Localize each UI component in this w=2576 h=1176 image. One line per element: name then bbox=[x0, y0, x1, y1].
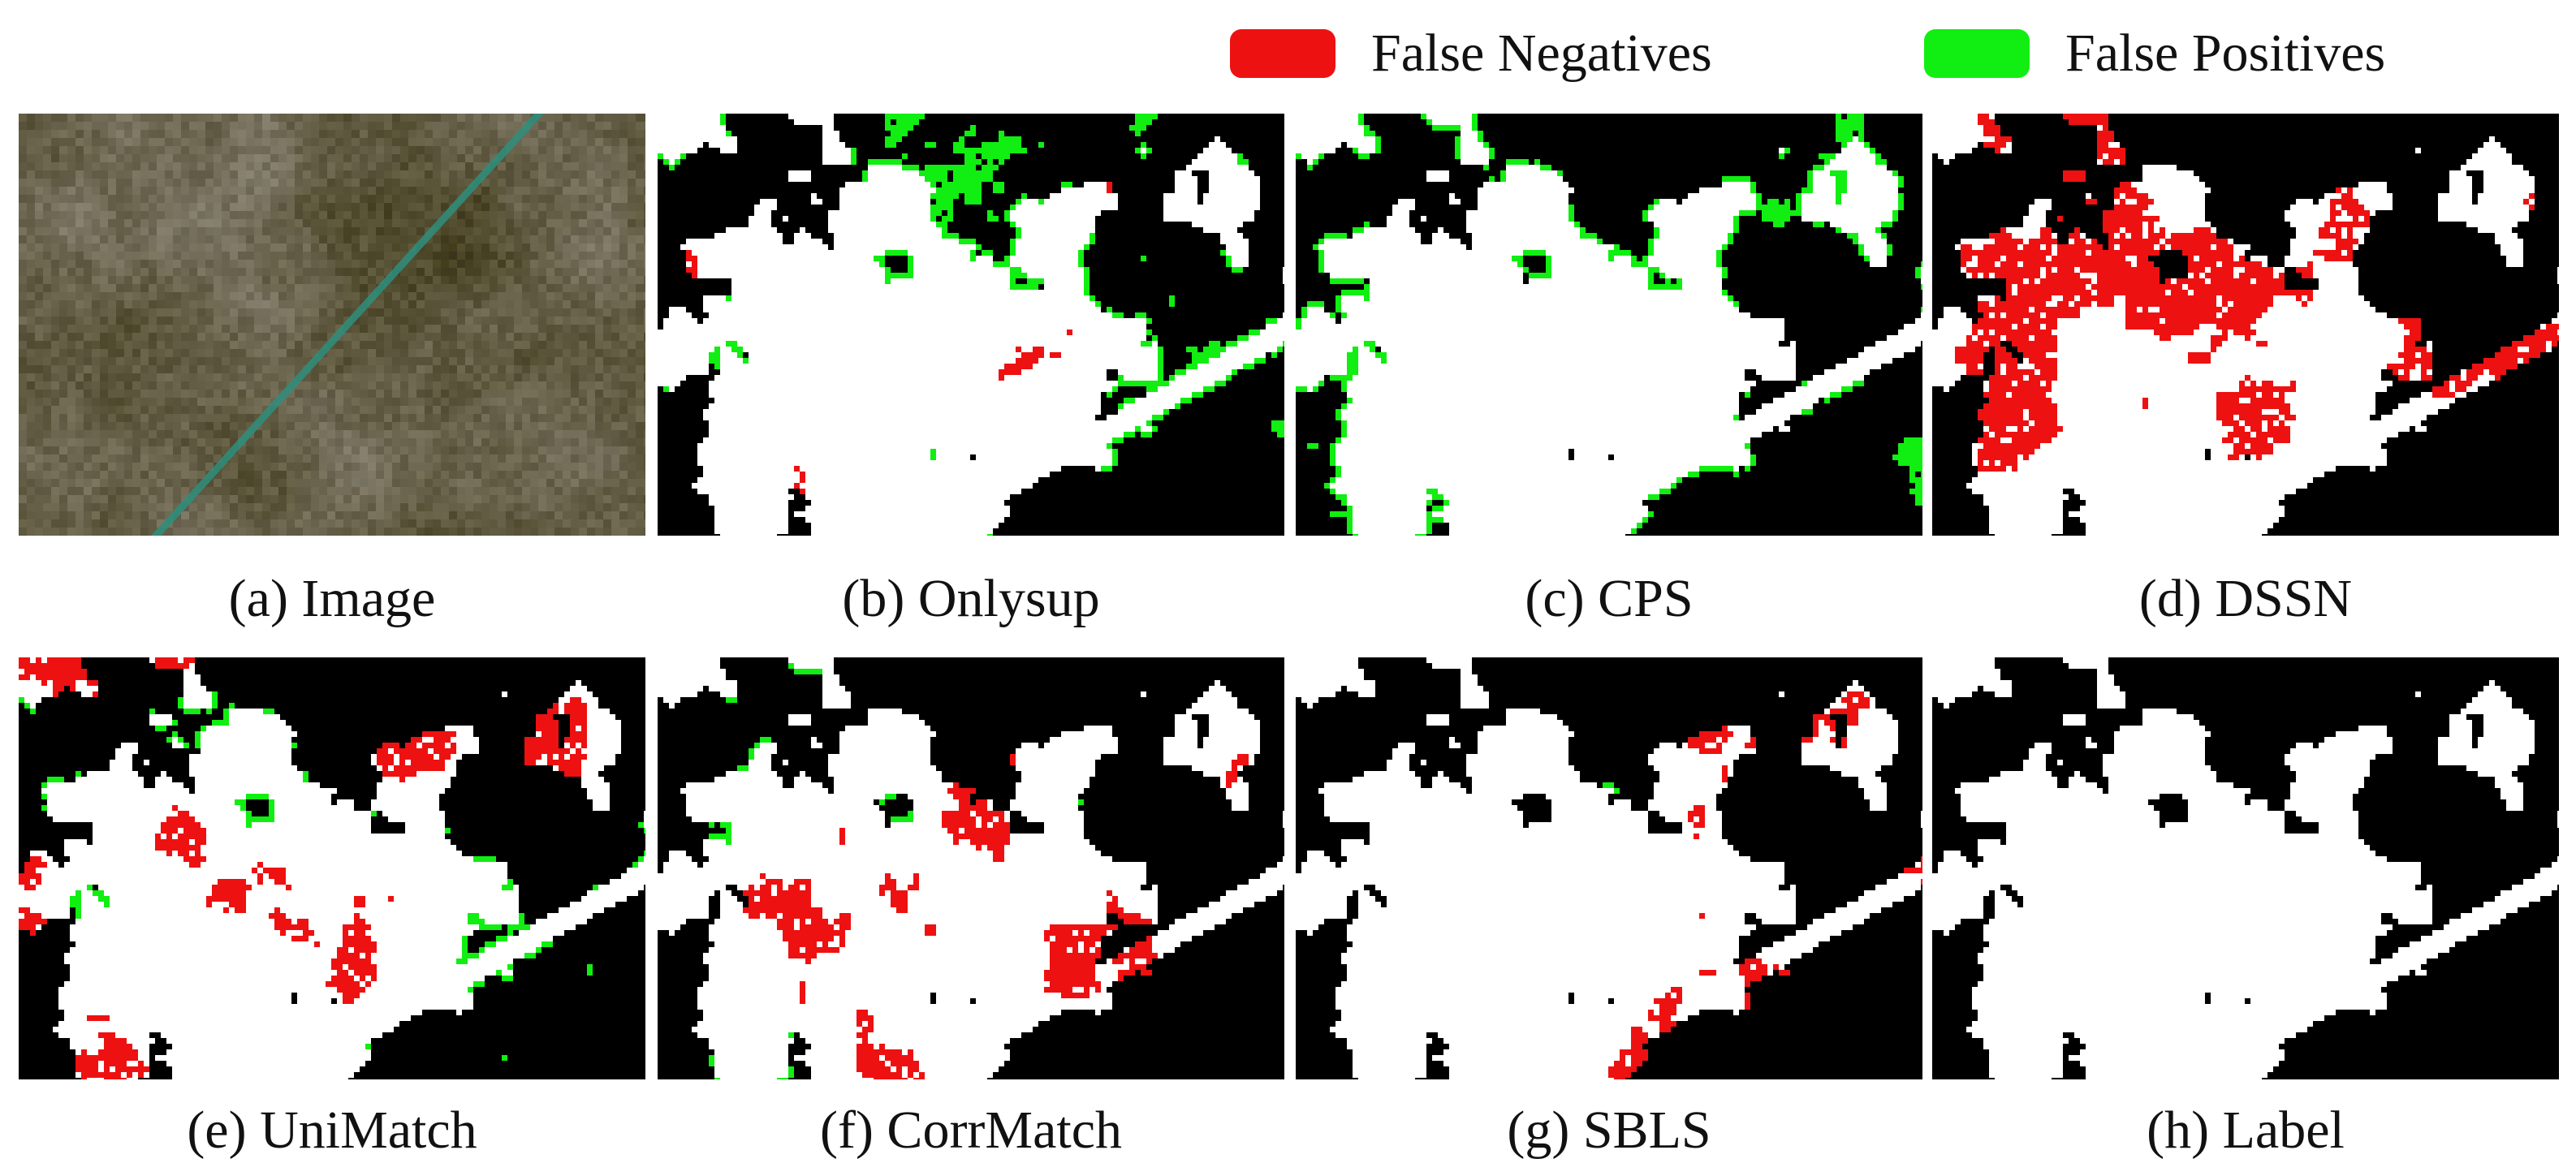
caption-onlysup: (b) Onlysup bbox=[842, 569, 1100, 628]
panel-image bbox=[19, 114, 645, 536]
caption-sbls: (g) SBLS bbox=[1507, 1101, 1711, 1160]
panel-label bbox=[1932, 657, 2559, 1079]
panel-sbls bbox=[1296, 657, 1922, 1079]
legend-label: False Negatives bbox=[1371, 24, 1712, 83]
caption-corrmatch: (f) CorrMatch bbox=[819, 1101, 1123, 1160]
caption-unimatch: (e) UniMatch bbox=[187, 1101, 477, 1160]
panel-cps bbox=[1296, 114, 1922, 536]
legend-label: False Positives bbox=[2065, 24, 2386, 83]
panel-dssn bbox=[1932, 114, 2559, 536]
legend-false-negatives: False Negatives bbox=[1230, 23, 1712, 84]
legend-swatch-green bbox=[1924, 29, 2030, 78]
caption-label: (h) Label bbox=[2147, 1101, 2345, 1160]
panel-corrmatch bbox=[658, 657, 1284, 1079]
caption-cps: (c) CPS bbox=[1525, 569, 1694, 628]
caption-dssn: (d) DSSN bbox=[2138, 569, 2353, 628]
panel-unimatch bbox=[19, 657, 645, 1079]
panel-onlysup bbox=[658, 114, 1284, 536]
caption-image: (a) Image bbox=[228, 569, 436, 628]
legend-swatch-red bbox=[1230, 29, 1335, 78]
legend-false-positives: False Positives bbox=[1924, 23, 2385, 84]
